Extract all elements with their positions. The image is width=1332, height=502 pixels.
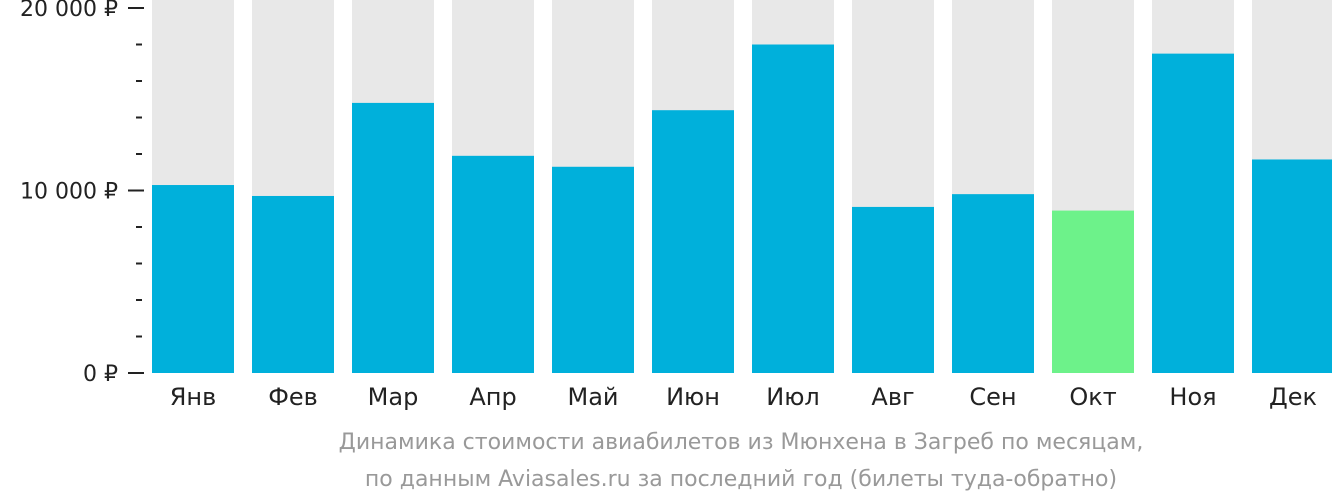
x-tick-label: Июн [666, 383, 720, 411]
x-tick-label: Мар [368, 383, 419, 411]
bar-8[interactable] [852, 206, 934, 373]
x-tick-label: Окт [1069, 383, 1116, 411]
y-axis: 0 ₽ 10 000 ₽ 20 000 ₽ [20, 0, 144, 387]
bar-4[interactable] [452, 155, 534, 373]
x-tick-label: Сен [969, 383, 1016, 411]
x-tick-label: Авг [871, 383, 914, 411]
x-tick-label: Май [567, 383, 618, 411]
x-axis: Янв Фев Мар Апр Май Июн Июл Авг Сен Окт Ноя Дек [170, 383, 1317, 411]
bar-10[interactable] [1052, 210, 1134, 373]
bar-12[interactable] [1252, 159, 1332, 373]
bar-3[interactable] [352, 102, 434, 374]
bar-9[interactable] [952, 194, 1034, 373]
x-tick-label: Фев [268, 383, 318, 411]
bar-7[interactable] [752, 44, 834, 374]
y-tick-label: 20 000 ₽ [20, 0, 118, 22]
bar-1[interactable] [152, 185, 234, 373]
chart-caption-line-1: Динамика стоимости авиабилетов из Мюнхен… [338, 430, 1144, 455]
data-bars [152, 44, 1332, 374]
bar-6[interactable] [652, 110, 734, 373]
x-tick-label: Апр [469, 383, 516, 411]
x-tick-label: Ноя [1169, 383, 1216, 411]
x-tick-label: Дек [1269, 383, 1317, 411]
y-tick-label: 0 ₽ [83, 362, 118, 387]
bar-11[interactable] [1152, 53, 1234, 373]
x-tick-label: Июл [766, 383, 820, 411]
y-tick-label: 10 000 ₽ [20, 180, 118, 205]
bar-2[interactable] [252, 195, 334, 373]
bar-5[interactable] [552, 166, 634, 373]
chart-caption-line-2: по данным Aviasales.ru за последний год … [364, 467, 1118, 492]
x-tick-label: Янв [170, 383, 217, 411]
